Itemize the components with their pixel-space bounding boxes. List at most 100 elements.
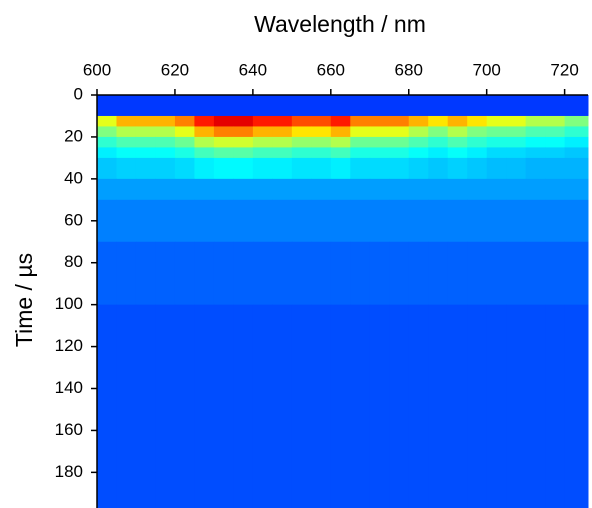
heatmap-cell — [330, 178, 351, 201]
heatmap-cell — [389, 304, 410, 508]
heatmap-cell — [428, 95, 449, 117]
heatmap-cell — [311, 178, 332, 201]
x-tick-label: 640 — [239, 60, 267, 79]
heatmap-cell — [408, 95, 429, 117]
heatmap-cell — [97, 304, 117, 508]
heatmap-cell — [330, 115, 351, 127]
heatmap-cell — [291, 157, 312, 180]
heatmap-cell — [116, 178, 137, 201]
heatmap-cell — [116, 136, 137, 148]
heatmap-cell — [545, 304, 566, 508]
heatmap-cell — [428, 178, 449, 201]
heatmap-cell — [369, 199, 390, 243]
heatmap-cell — [97, 147, 117, 159]
heatmap-cell — [330, 241, 351, 306]
heatmap-cell — [272, 241, 293, 306]
heatmap-cell — [213, 178, 234, 201]
heatmap-cell — [233, 178, 254, 201]
heatmap-cell — [350, 157, 371, 180]
heatmap-cell — [389, 136, 410, 148]
heatmap-cell — [486, 95, 507, 117]
heatmap-cell — [155, 178, 176, 201]
heatmap-cell — [252, 178, 273, 201]
heatmap-cell — [545, 115, 566, 127]
heatmap-cell — [135, 126, 156, 138]
heatmap-cell — [174, 115, 195, 127]
heatmap-cell — [408, 199, 429, 243]
heatmap-cell — [330, 126, 351, 138]
heatmap-cell — [506, 157, 527, 180]
heatmap-cell — [330, 136, 351, 148]
heatmap-cell — [135, 199, 156, 243]
heatmap-cell — [506, 136, 527, 148]
x-axis-label: Wavelength / nm — [254, 11, 426, 37]
x-tick-label: 600 — [83, 60, 111, 79]
heatmap-cell — [97, 157, 117, 180]
heatmap-cell — [506, 304, 527, 508]
heatmap-cell — [194, 304, 215, 508]
heatmap-cell — [252, 157, 273, 180]
heatmap-cell — [564, 199, 589, 243]
heatmap-cell — [525, 115, 546, 127]
heatmap-cell — [525, 241, 546, 306]
heatmap-cell — [252, 241, 273, 306]
heatmap-cell — [467, 147, 488, 159]
heatmap-cell — [311, 115, 332, 127]
heatmap-cell — [350, 115, 371, 127]
heatmap-cell — [545, 126, 566, 138]
heatmap-cell — [525, 136, 546, 148]
heatmap-cell — [506, 95, 527, 117]
heatmap-cell — [194, 115, 215, 127]
heatmap-cell — [506, 178, 527, 201]
heatmap-cell — [135, 241, 156, 306]
heatmap-cell — [369, 304, 390, 508]
heatmap-cell — [252, 304, 273, 508]
heatmap-cell — [564, 304, 589, 508]
heatmap-cell — [486, 157, 507, 180]
heatmap-cell — [564, 95, 589, 117]
heatmap-cell — [116, 147, 137, 159]
heatmap-cell — [525, 304, 546, 508]
heatmap-cell — [194, 95, 215, 117]
heatmap-cell — [486, 115, 507, 127]
heatmap-cell — [291, 95, 312, 117]
heatmap-cell — [447, 199, 468, 243]
heatmap-cell — [213, 136, 234, 148]
heatmap-cell — [174, 199, 195, 243]
heatmap-cell — [252, 136, 273, 148]
heatmap-cell — [350, 95, 371, 117]
heatmap-cell — [545, 199, 566, 243]
heatmap-cell — [467, 241, 488, 306]
heatmap-cell — [369, 95, 390, 117]
heatmap-cell — [389, 178, 410, 201]
heatmap-cell — [428, 304, 449, 508]
y-tick-label: 140 — [55, 378, 83, 397]
heatmap-cell — [389, 95, 410, 117]
heatmap-cell — [486, 178, 507, 201]
heatmap-cell — [194, 178, 215, 201]
heatmap-cell — [525, 126, 546, 138]
heatmap-cell — [467, 304, 488, 508]
heatmap-cell — [467, 95, 488, 117]
heatmap-cell — [291, 199, 312, 243]
heatmap-cell — [252, 95, 273, 117]
heatmap-cell — [97, 115, 117, 127]
heatmap-cell — [116, 115, 137, 127]
heatmap-cell — [272, 178, 293, 201]
heatmap-cell — [350, 199, 371, 243]
heatmap-cell — [369, 157, 390, 180]
heatmap-cell — [291, 178, 312, 201]
heatmap-cell — [272, 199, 293, 243]
heatmap-cell — [350, 178, 371, 201]
heatmap-cell — [545, 136, 566, 148]
heatmap-cell — [428, 115, 449, 127]
heatmap-cell — [311, 157, 332, 180]
heatmap-cell — [408, 304, 429, 508]
heatmap-cell — [369, 241, 390, 306]
heatmap-cell — [233, 157, 254, 180]
y-tick-label: 0 — [74, 84, 83, 103]
heatmap-cell — [155, 157, 176, 180]
heatmap-cell — [155, 136, 176, 148]
heatmap-cell — [369, 147, 390, 159]
